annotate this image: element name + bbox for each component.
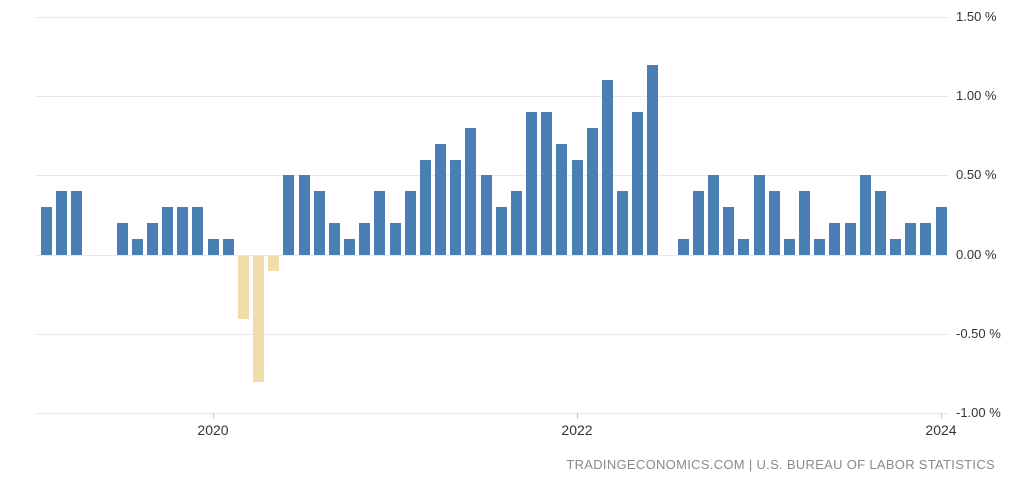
bar-2021-10[interactable] bbox=[526, 112, 537, 255]
gridline bbox=[35, 254, 948, 256]
bar-2024-01[interactable] bbox=[935, 207, 947, 255]
bar-2020-12[interactable] bbox=[374, 191, 386, 255]
y-axis-label: 1.50 % bbox=[956, 9, 997, 24]
gridline bbox=[35, 333, 948, 335]
bar-2020-08[interactable] bbox=[313, 191, 325, 255]
bar-2022-04[interactable] bbox=[617, 191, 628, 255]
bar-2022-10[interactable] bbox=[708, 175, 719, 255]
y-axis-label: -0.50 % bbox=[956, 325, 1001, 341]
gridline bbox=[35, 96, 948, 98]
bar-2023-09[interactable] bbox=[874, 191, 886, 255]
bar-2021-01[interactable] bbox=[389, 222, 401, 255]
bar-2021-05[interactable] bbox=[450, 159, 462, 255]
bar-2022-11[interactable] bbox=[723, 207, 735, 255]
bar-2022-02[interactable] bbox=[586, 127, 598, 255]
bar-2021-08[interactable] bbox=[495, 207, 507, 255]
bar-2019-10[interactable] bbox=[162, 207, 173, 255]
bar-2022-12[interactable] bbox=[738, 238, 750, 255]
bar-2021-12[interactable] bbox=[556, 143, 568, 255]
bar-2022-03[interactable] bbox=[601, 80, 613, 255]
bar-2023-12[interactable] bbox=[920, 222, 932, 255]
bar-2021-03[interactable] bbox=[419, 159, 431, 255]
bar-2019-09[interactable] bbox=[146, 222, 158, 255]
bar-2023-07[interactable] bbox=[844, 222, 856, 255]
x-axis-label: 2024 bbox=[925, 422, 957, 438]
bar-2023-11[interactable] bbox=[905, 222, 917, 255]
bar-2023-05[interactable] bbox=[814, 238, 826, 255]
bar-2020-01[interactable] bbox=[207, 238, 219, 255]
bar-2021-11[interactable] bbox=[541, 112, 553, 255]
bar-2023-03[interactable] bbox=[783, 238, 795, 255]
bar-2019-11[interactable] bbox=[177, 207, 189, 255]
bar-2020-07[interactable] bbox=[298, 175, 310, 255]
bar-2023-04[interactable] bbox=[799, 191, 810, 255]
bar-2021-06[interactable] bbox=[465, 127, 477, 255]
bar-2019-03[interactable] bbox=[55, 191, 67, 255]
bar-2020-10[interactable] bbox=[344, 238, 355, 255]
x-axis-label: 2022 bbox=[561, 422, 593, 438]
gridline bbox=[35, 413, 948, 414]
y-axis-label: 0.50 % bbox=[956, 167, 997, 183]
bar-2020-04[interactable] bbox=[253, 255, 264, 383]
bar-2020-05[interactable] bbox=[268, 255, 280, 272]
y-axis-label: 0.00 % bbox=[956, 246, 997, 262]
bar-2023-10[interactable] bbox=[890, 238, 901, 255]
bar-2022-01[interactable] bbox=[571, 159, 583, 255]
bar-2022-08[interactable] bbox=[677, 238, 689, 255]
bar-2019-04[interactable] bbox=[71, 191, 82, 255]
x-axis-label: 2020 bbox=[197, 422, 229, 438]
source-attribution: TRADINGECONOMICS.COM | U.S. BUREAU OF LA… bbox=[566, 457, 995, 472]
bar-2021-07[interactable] bbox=[480, 175, 492, 255]
bar-2021-09[interactable] bbox=[510, 191, 522, 255]
y-axis-label: 1.00 % bbox=[956, 88, 997, 104]
bar-2020-11[interactable] bbox=[359, 222, 371, 255]
bar-2019-08[interactable] bbox=[131, 238, 143, 255]
bar-2022-09[interactable] bbox=[692, 191, 704, 255]
plot-area[interactable] bbox=[35, 17, 948, 414]
bar-2019-02[interactable] bbox=[40, 207, 52, 255]
gridline bbox=[35, 17, 948, 18]
bar-2020-03[interactable] bbox=[237, 255, 249, 319]
bar-2019-07[interactable] bbox=[116, 222, 128, 255]
bar-2020-02[interactable] bbox=[222, 238, 234, 255]
bar-2023-06[interactable] bbox=[829, 222, 841, 255]
bar-2023-02[interactable] bbox=[768, 191, 780, 255]
bar-2021-02[interactable] bbox=[404, 191, 416, 255]
bar-2020-06[interactable] bbox=[283, 175, 295, 255]
footer-separator: | bbox=[744, 457, 757, 472]
bar-2020-09[interactable] bbox=[328, 222, 340, 255]
bar-2023-01[interactable] bbox=[753, 175, 765, 255]
bar-2021-04[interactable] bbox=[435, 143, 446, 255]
bar-2023-08[interactable] bbox=[859, 175, 871, 255]
tradingeconomics-link[interactable]: TRADINGECONOMICS.COM bbox=[566, 457, 745, 472]
y-axis-label: -1.00 % bbox=[956, 405, 1001, 420]
bar-2022-06[interactable] bbox=[647, 64, 659, 255]
bar-2022-05[interactable] bbox=[632, 112, 644, 255]
bar-2019-12[interactable] bbox=[192, 207, 204, 255]
bls-source-label: U.S. BUREAU OF LABOR STATISTICS bbox=[756, 457, 995, 472]
gridline bbox=[35, 175, 948, 177]
